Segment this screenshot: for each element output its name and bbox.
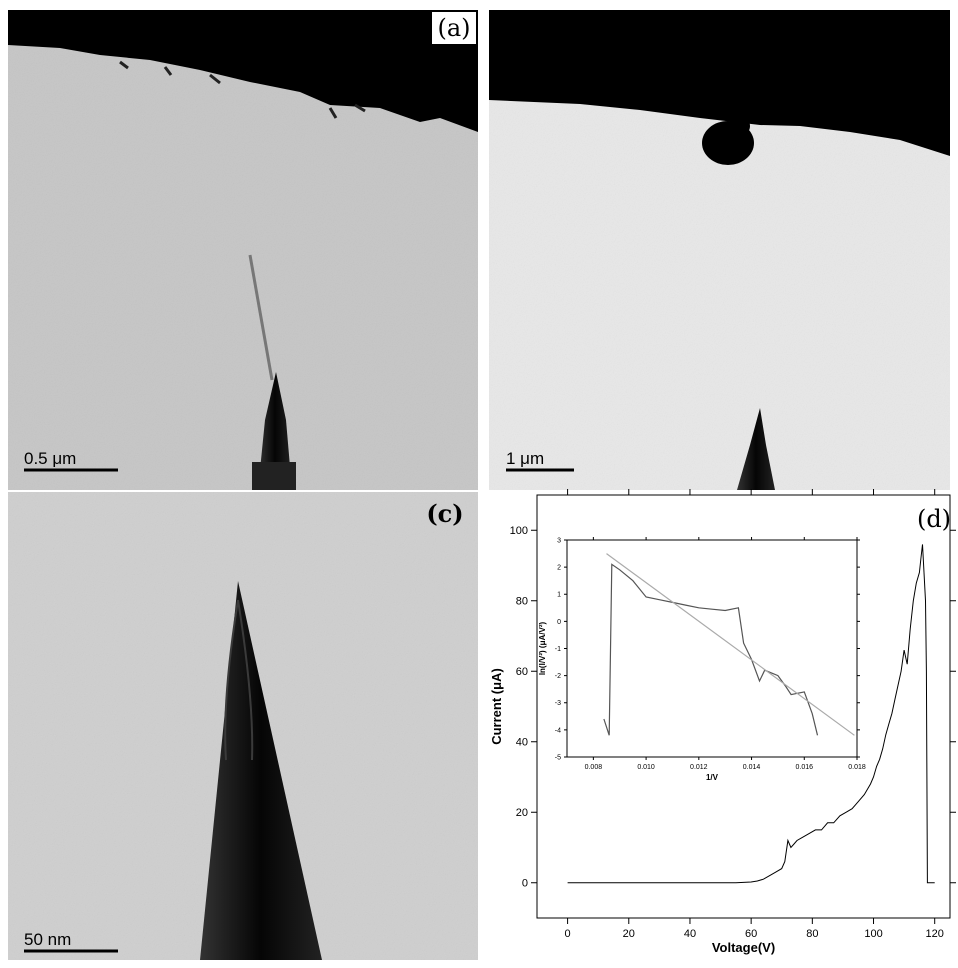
y-tick-label: 0 xyxy=(557,619,561,626)
x-tick-label: 0.012 xyxy=(690,764,708,771)
scale-bar-label: 1 μm xyxy=(506,449,544,468)
data-line xyxy=(567,544,935,884)
y-tick-label: 1 xyxy=(557,592,561,599)
x-tick-label: 0.018 xyxy=(848,764,866,771)
panel-label: (b) xyxy=(909,14,943,42)
panel-label: (d) xyxy=(917,505,951,533)
x-tick-label: 20 xyxy=(623,928,635,940)
data-line xyxy=(603,563,819,736)
y-tick-label: 2 xyxy=(557,565,561,572)
panel-label: (c) xyxy=(426,499,463,528)
x-axis-label: 1/V xyxy=(706,773,719,782)
x-tick-label: 0.008 xyxy=(585,764,603,771)
y-tick-label: 0 xyxy=(522,878,528,890)
scale-bar-label: 50 nm xyxy=(24,930,71,949)
y-tick-label: -2 xyxy=(555,673,561,680)
panel-c: (c) 50 nm xyxy=(8,492,478,960)
y-tick-label: 80 xyxy=(516,596,528,608)
y-tick-label: -1 xyxy=(555,646,561,653)
y-tick-label: 40 xyxy=(516,737,528,749)
x-tick-label: 120 xyxy=(926,928,944,940)
x-tick-label: 0.010 xyxy=(637,764,655,771)
x-tick-label: 80 xyxy=(806,928,818,940)
y-axis-label: ln(I/V²) (μA/V²) xyxy=(538,622,547,676)
y-tick-label: 60 xyxy=(516,666,528,678)
y-axis-label: Current (μA) xyxy=(489,668,504,745)
y-tick-label: -4 xyxy=(555,727,561,734)
panel-b: (b) 1 μm xyxy=(489,10,950,490)
y-tick-label: -5 xyxy=(555,754,561,761)
y-tick-label: 100 xyxy=(510,525,528,537)
plot-frame xyxy=(536,494,951,919)
x-tick-label: 0 xyxy=(565,928,571,940)
plot-frame xyxy=(566,539,858,758)
x-tick-label: 0.016 xyxy=(796,764,814,771)
panel-label: (a) xyxy=(437,14,470,42)
panel-a: (a) 0.5 μm xyxy=(8,10,478,490)
x-tick-label: 100 xyxy=(864,928,882,940)
panel-d: 0 20 40 60 80 100 120020406080100Voltage(V)Cur… xyxy=(489,489,956,960)
scale-bar-label: 0.5 μm xyxy=(24,449,76,468)
x-tick-label: 40 xyxy=(684,928,696,940)
y-tick-label: -3 xyxy=(555,700,561,707)
data-line xyxy=(606,553,855,736)
y-tick-label: 20 xyxy=(516,807,528,819)
x-tick-label: 60 xyxy=(745,928,757,940)
y-tick-label: 3 xyxy=(557,537,561,544)
x-axis-label: Voltage(V) xyxy=(712,940,775,955)
x-tick-label: 0.014 xyxy=(743,764,761,771)
